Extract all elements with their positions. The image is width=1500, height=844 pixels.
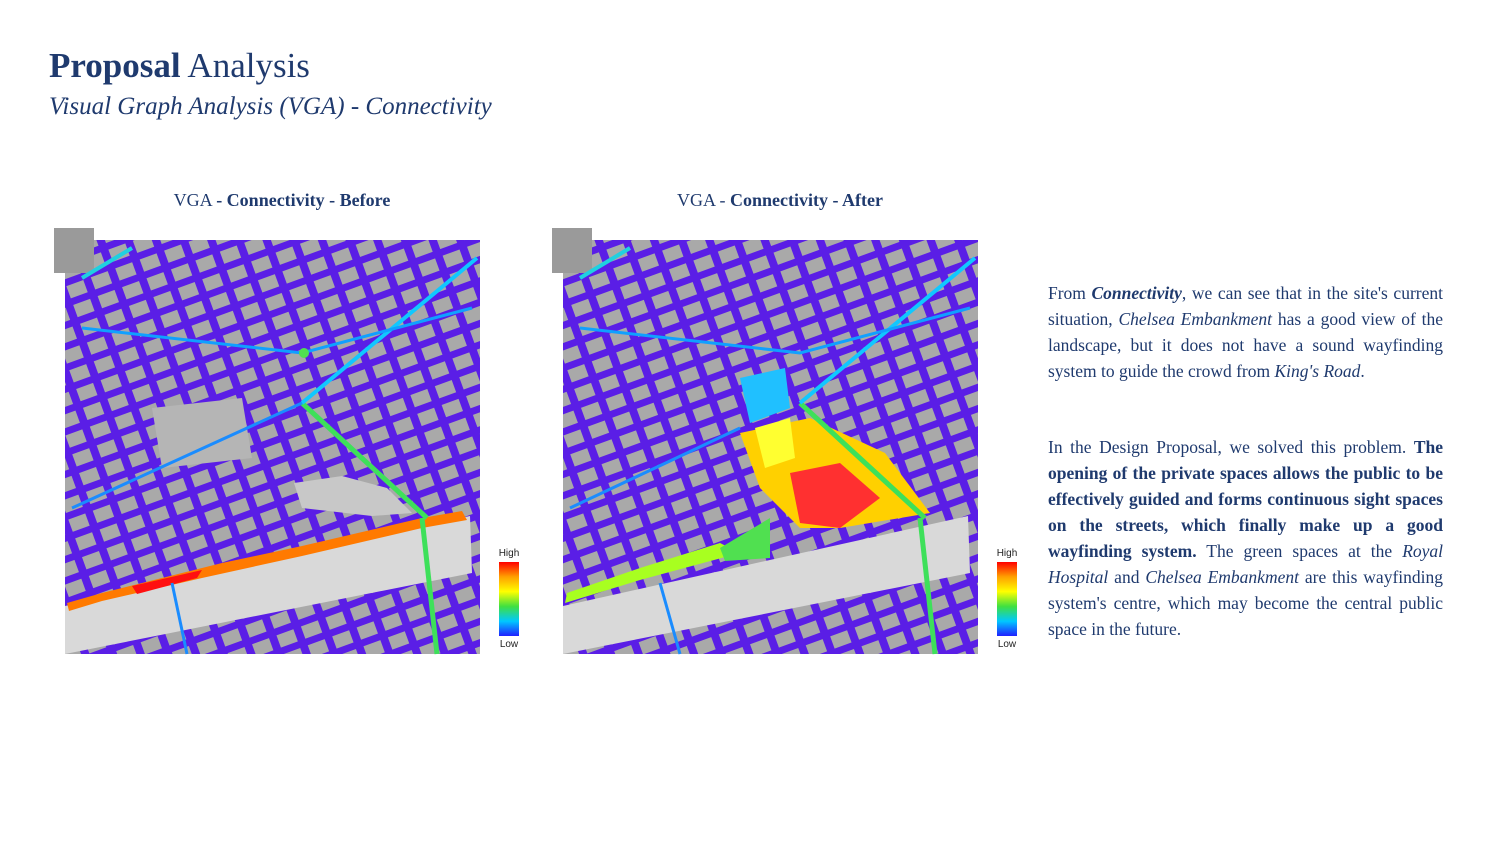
legend-before: High Low xyxy=(498,548,520,650)
vga-map-before xyxy=(54,228,480,655)
legend-after: High Low xyxy=(996,548,1018,650)
page-title: Proposal Analysis xyxy=(49,46,310,85)
page-subtitle: Visual Graph Analysis (VGA) - Connectivi… xyxy=(49,93,492,120)
map-caption-before: VGA - Connectivity - Before xyxy=(173,190,391,210)
map-caption-after: VGA - Connectivity - After xyxy=(677,190,883,210)
legend-gradient xyxy=(997,562,1017,636)
paragraph-design-proposal: In the Design Proposal, we solved this p… xyxy=(1048,437,1444,639)
vga-map-after xyxy=(552,228,978,655)
legend-gradient xyxy=(499,562,519,636)
paragraph-connectivity: From Connectivity, we can see that in th… xyxy=(1048,283,1443,381)
